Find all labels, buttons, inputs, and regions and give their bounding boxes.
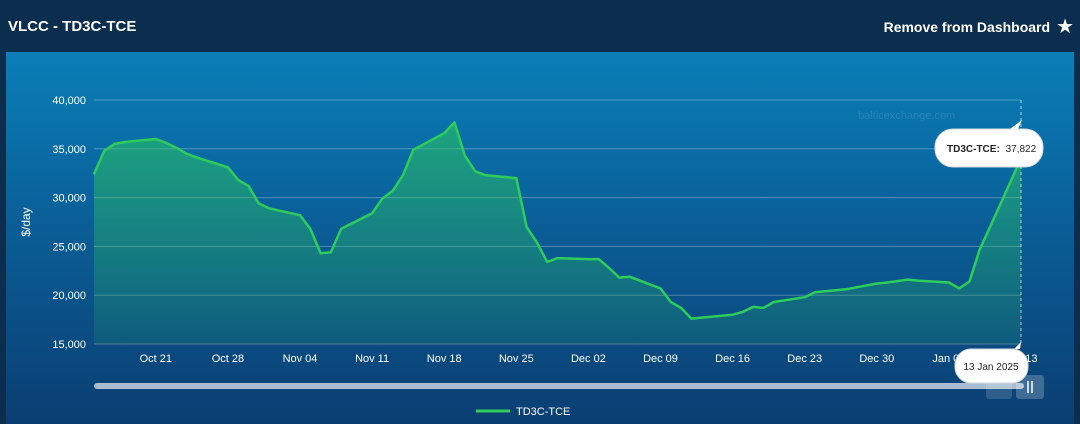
x-tick-label: Nov 11: [355, 353, 389, 365]
tooltip-pointer: [1010, 120, 1022, 129]
header-bar: VLCC - TD3C-TCE Remove from Dashboard ★: [0, 0, 1080, 52]
remove-from-dashboard-button[interactable]: Remove from Dashboard ★: [884, 16, 1074, 38]
watermark: balticexchange.com: [858, 110, 955, 122]
y-axis-title: $/day: [19, 207, 33, 236]
y-tick-label: 40,000: [52, 95, 86, 107]
chart-panel: balticexchange.com 15,000 20,000 25,000 30,…: [6, 52, 1074, 424]
x-tick-label: Nov 25: [499, 353, 534, 365]
remove-from-dashboard-label: Remove from Dashboard: [883, 19, 1051, 35]
navigator-handle-right[interactable]: [1016, 375, 1044, 399]
y-tick-label: 25,000: [52, 241, 86, 253]
date-tooltip: 13 Jan 2025: [954, 342, 1029, 384]
y-tick-label: 30,000: [52, 193, 86, 205]
date-tooltip-text: 13 Jan 2025: [963, 362, 1018, 373]
tooltip-series-label: TD3C-TCE:: [947, 144, 1000, 155]
y-tick-label: 35,000: [52, 144, 86, 156]
x-tick-label: Oct 21: [140, 353, 172, 365]
date-tooltip-box: [954, 348, 1029, 384]
chart-title: VLCC - TD3C-TCE: [8, 18, 137, 35]
y-tick-label: 20,000: [52, 290, 86, 302]
series-line: [92, 121, 1023, 320]
tooltip-text: TD3C-TCE: 37,822: [947, 144, 1037, 155]
tooltip-value: 37,822: [1006, 144, 1037, 155]
x-tick-label: Dec 16: [715, 353, 750, 365]
series-area-fill: [94, 122, 1021, 345]
chart-svg: balticexchange.com 15,000 20,000 25,000 30,…: [19, 95, 1044, 418]
navigator-scrollbar[interactable]: [94, 383, 1024, 389]
x-tick-label: Dec 09: [643, 353, 678, 365]
date-tooltip-pointer: [1014, 342, 1021, 349]
series-layer: [92, 100, 1023, 345]
tooltip: TD3C-TCE: 37,822: [934, 120, 1044, 168]
legend-label: TD3C-TCE: [516, 406, 570, 418]
tooltip-box: [934, 128, 1044, 168]
x-tick-label: Dec 02: [571, 353, 606, 365]
y-tick-label: 15,000: [52, 339, 86, 351]
legend[interactable]: TD3C-TCE: [476, 406, 570, 418]
x-tick-label: Nov 04: [283, 353, 318, 365]
x-tick-label: Dec 23: [787, 353, 822, 365]
x-tick-label: Oct 28: [212, 353, 244, 365]
x-tick-label: Nov 18: [427, 353, 462, 365]
x-tick-label: Dec 30: [859, 353, 894, 365]
star-icon: ★: [1056, 16, 1074, 38]
